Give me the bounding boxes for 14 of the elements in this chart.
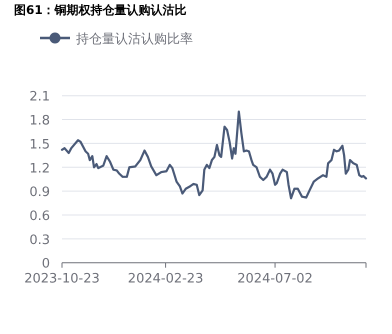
- title: 图61：铜期权持仓量认购认沽比: [14, 3, 187, 17]
- legend: 持仓量认沽认购比率: [40, 32, 193, 47]
- x-tick-label: 2023-10-23: [24, 272, 100, 287]
- y-tick-label: 2.1: [29, 90, 50, 105]
- y-tick-label: 0.9: [29, 185, 50, 200]
- y-tick-label: 1.5: [29, 137, 50, 152]
- y-tick-label: 0.3: [29, 232, 50, 248]
- x-tick-label: 2024-02-23: [128, 272, 204, 287]
- y-tick-label: 1.2: [29, 161, 50, 176]
- x-tick-label: 2024-07-02: [237, 272, 313, 287]
- legend-label: 持仓量认沽认购比率: [76, 31, 193, 47]
- y-tick-label: 0: [42, 256, 50, 272]
- y-tick-label: 0.6: [29, 208, 50, 224]
- y-tick-label: 1.8: [29, 114, 50, 129]
